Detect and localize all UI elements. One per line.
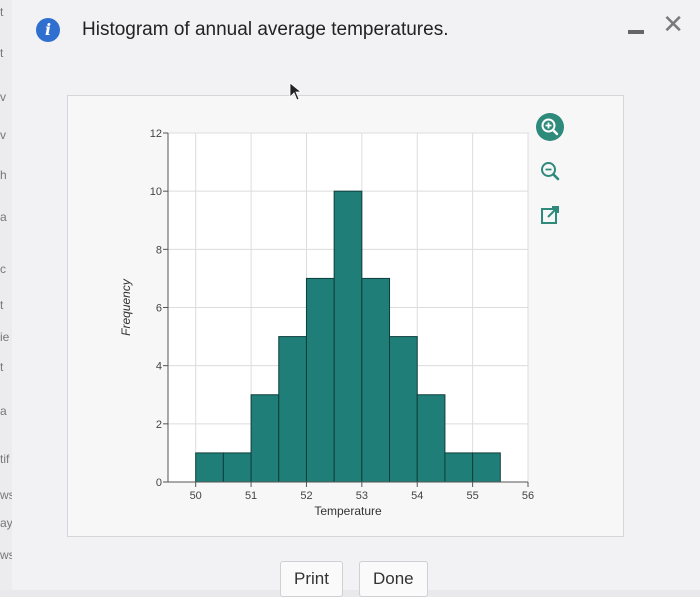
background-fragment: t: [0, 360, 4, 374]
background-fragment: tif: [0, 452, 10, 466]
background-fragment: ws: [0, 488, 15, 502]
background-fragment: v: [0, 90, 6, 104]
dialog-title: Histogram of annual average temperatures…: [82, 19, 449, 40]
zoom-out-icon[interactable]: [535, 156, 565, 186]
background-fragment: ay: [0, 516, 13, 530]
dialog-header: i Histogram of annual average temperatur…: [12, 0, 700, 64]
background-fragment: ws: [0, 548, 15, 562]
done-button[interactable]: Done: [359, 561, 428, 597]
background-fragment: t: [0, 5, 4, 19]
background-fragment: t: [0, 298, 4, 312]
info-icon: i: [36, 18, 60, 42]
minimize-icon[interactable]: [628, 30, 644, 34]
background-fragment: a: [0, 404, 7, 418]
zoom-in-icon[interactable]: [535, 112, 565, 142]
external-link-icon[interactable]: [535, 200, 565, 230]
print-button[interactable]: Print: [280, 561, 343, 597]
mouse-cursor-icon: [289, 82, 303, 101]
background-fragment: v: [0, 128, 6, 142]
close-icon[interactable]: ✕: [662, 9, 684, 39]
background-fragment: c: [0, 262, 6, 276]
background-fragment: t: [0, 46, 4, 60]
background-fragment: a: [0, 210, 7, 224]
background-fragment: ie: [0, 330, 10, 344]
chart-tools: [535, 112, 569, 244]
background-fragment: h: [0, 168, 7, 182]
